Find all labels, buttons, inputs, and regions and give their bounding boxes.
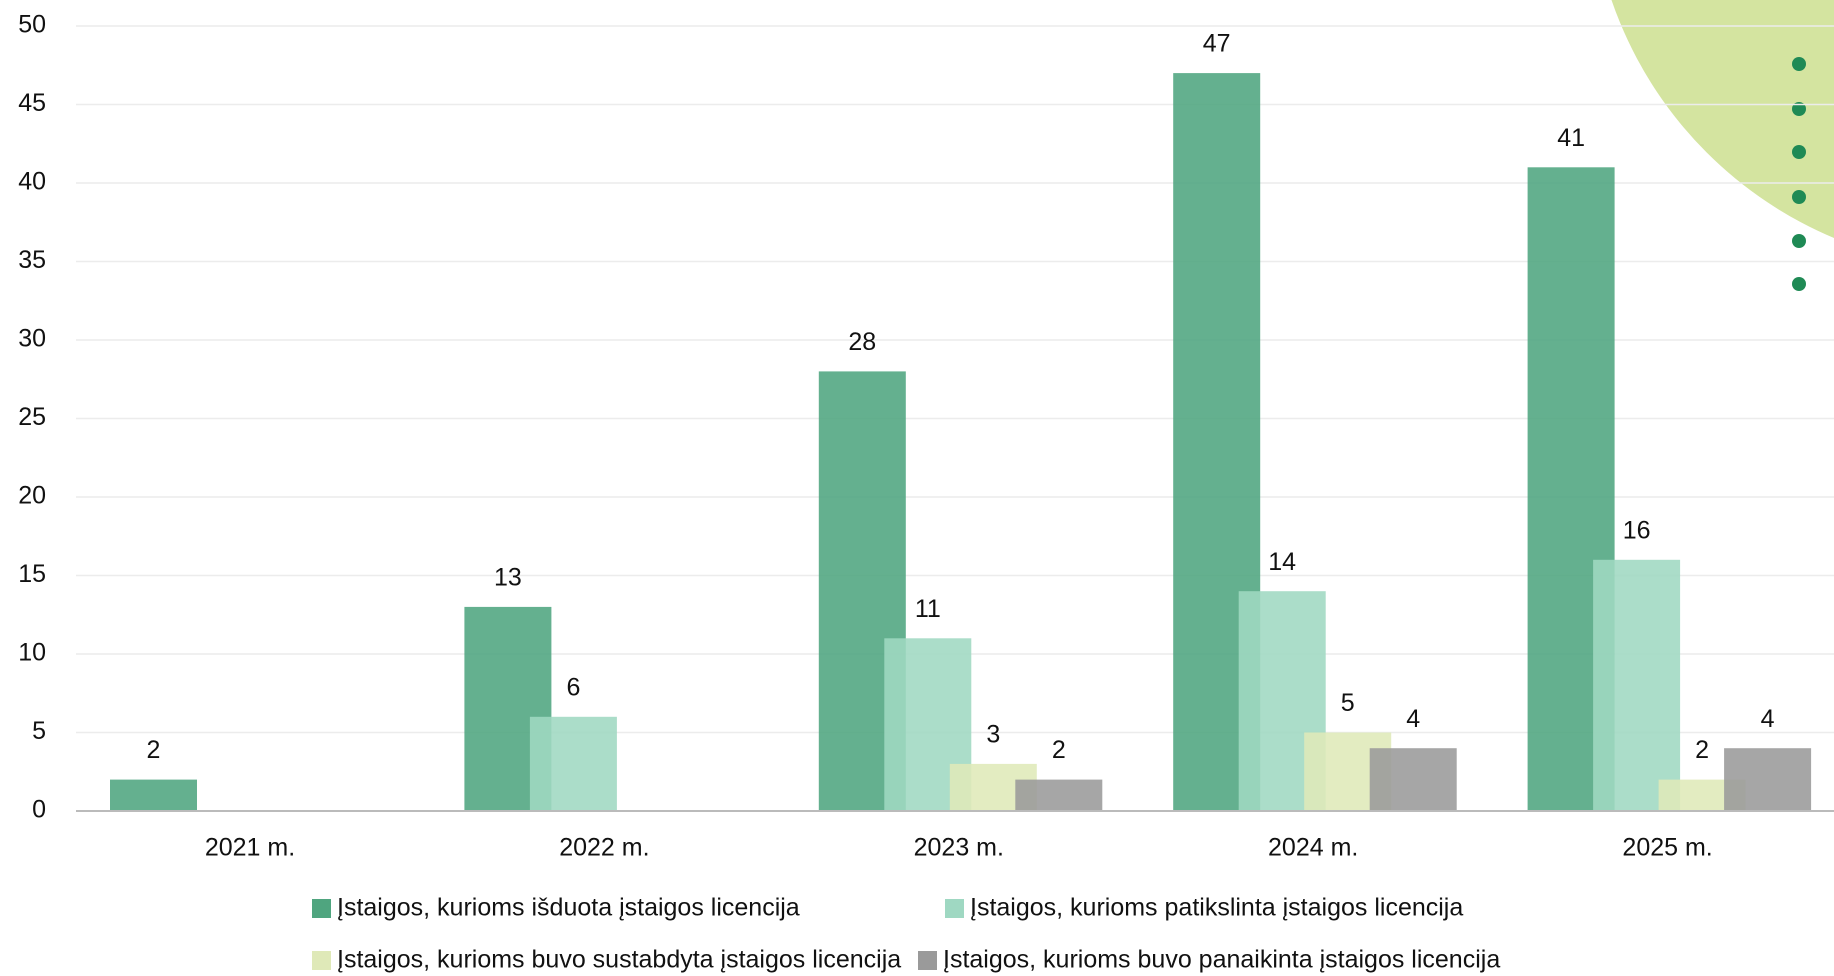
bar [1593,559,1681,811]
data-label: 2 [147,736,161,764]
data-label: 28 [848,328,876,356]
legend-swatch [312,951,331,970]
bar [1724,748,1812,811]
data-label: 2 [1052,736,1066,764]
y-tick-label: 0 [32,796,46,824]
legend-swatch [312,899,331,918]
data-label: 5 [1341,689,1355,717]
data-label: 14 [1268,548,1296,576]
y-tick-label: 15 [18,560,46,588]
y-tick-label: 35 [18,246,46,274]
data-label: 4 [1761,705,1775,733]
data-label: 41 [1557,124,1585,152]
legend-swatch [945,899,964,918]
bar [110,779,197,811]
x-tick-label: 2021 m. [205,834,295,862]
decoration-dots [1792,57,1806,291]
y-tick-label: 45 [18,89,46,117]
bar [1369,748,1457,811]
data-label: 16 [1623,516,1651,544]
data-label: 13 [494,564,522,592]
legend-label: Įstaigos, kurioms išduota įstaigos licen… [337,894,800,922]
legend-label: Įstaigos, kurioms buvo panaikinta įstaig… [943,946,1500,974]
data-label: 4 [1406,705,1420,733]
x-tick-label: 2023 m. [914,834,1004,862]
y-tick-label: 20 [18,482,46,510]
y-tick-label: 25 [18,403,46,431]
legend-label: Įstaigos, kurioms patikslinta įstaigos l… [970,894,1463,922]
y-tick-label: 50 [18,11,46,39]
y-tick-label: 40 [18,168,46,196]
data-label: 11 [915,595,941,623]
decoration-circle [1611,0,1834,238]
data-label: 6 [566,673,580,701]
data-label: 47 [1203,30,1231,58]
legend-swatch [918,951,937,970]
legend-label: Įstaigos, kurioms buvo sustabdyta įstaig… [337,946,901,974]
y-tick-label: 10 [18,639,46,667]
bar [529,716,617,811]
x-tick-label: 2022 m. [559,834,649,862]
bar [1015,779,1103,811]
y-tick-label: 5 [32,717,46,745]
y-tick-label: 30 [18,325,46,353]
x-tick-label: 2024 m. [1268,834,1358,862]
x-tick-label: 2025 m. [1622,834,1712,862]
data-label: 3 [986,721,1000,749]
data-label: 2 [1695,736,1709,764]
